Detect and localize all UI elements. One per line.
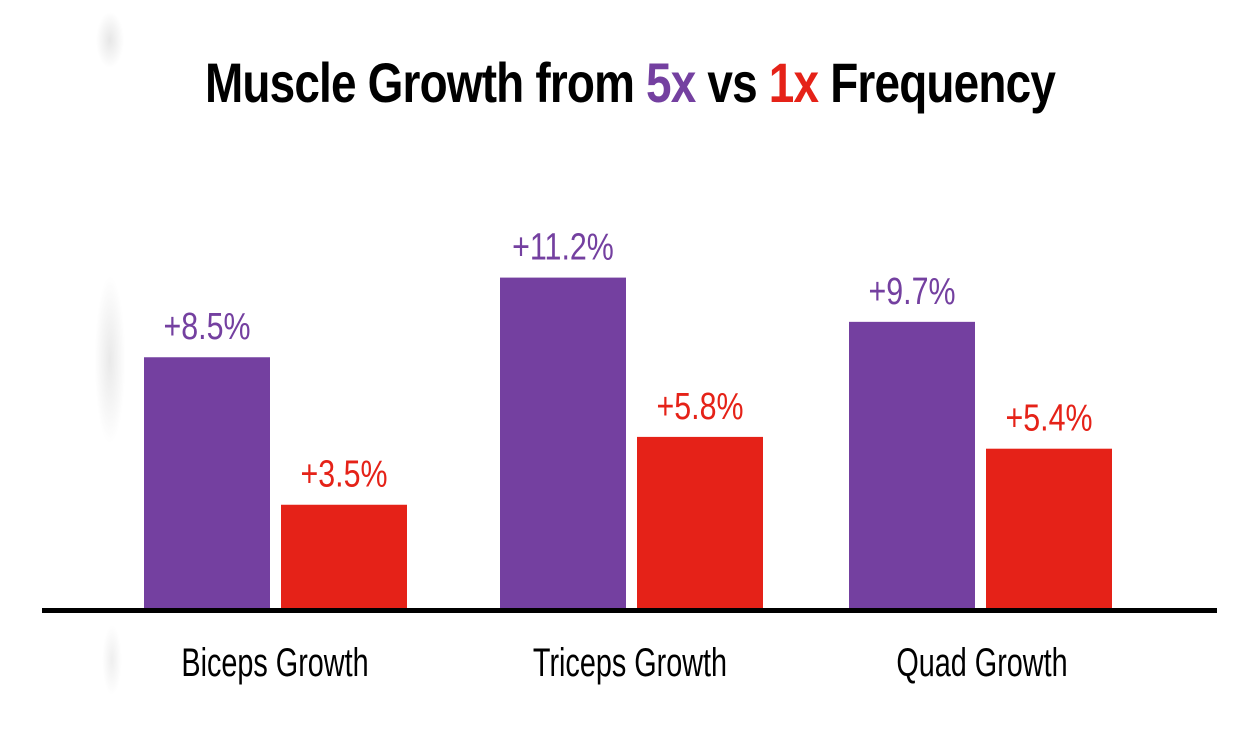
bar-5x-biceps-growth (144, 357, 270, 608)
x-axis-line (42, 608, 1217, 613)
value-label-5x: +9.7% (868, 271, 955, 313)
bar-1x-triceps-growth (637, 436, 763, 608)
category-label: Biceps Growth (181, 640, 368, 685)
chart-title: Muscle Growth from 5x vs 1x Frequency (113, 50, 1146, 115)
value-label-1x: +3.5% (300, 454, 387, 496)
bar-1x-biceps-growth (281, 504, 407, 608)
value-label-1x: +5.4% (1005, 398, 1092, 440)
category-label: Triceps Growth (533, 640, 727, 685)
title-5x: 5x (646, 51, 696, 114)
category-label: Quad Growth (896, 640, 1067, 685)
bar-1x-quad-growth (986, 448, 1112, 608)
title-prefix: Muscle Growth from (204, 51, 647, 114)
bar-5x-triceps-growth (500, 277, 626, 608)
title-1x: 1x (768, 51, 819, 114)
value-label-1x: +5.8% (656, 386, 743, 428)
title-middle: vs (695, 51, 769, 114)
title-suffix: Frequency (818, 51, 1056, 114)
value-label-5x: +11.2% (512, 226, 614, 268)
value-label-5x: +8.5% (163, 306, 250, 348)
bar-5x-quad-growth (849, 321, 975, 608)
